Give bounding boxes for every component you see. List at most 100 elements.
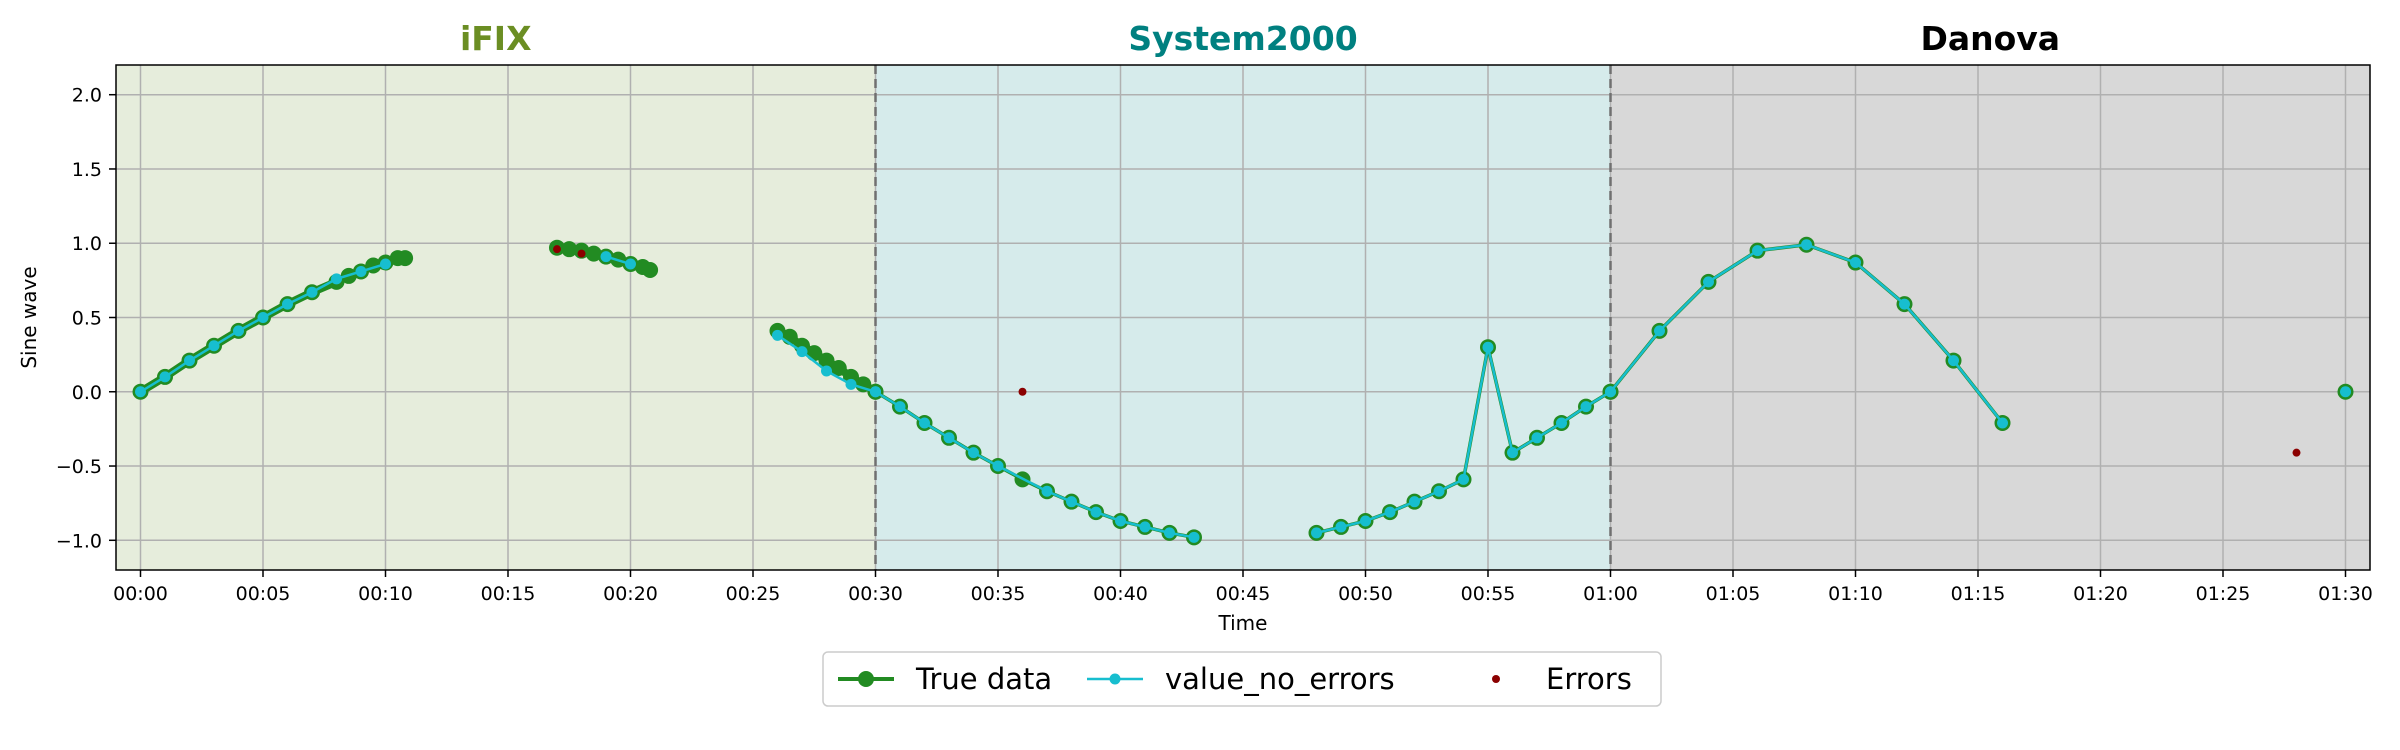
legend-label: Errors bbox=[1546, 662, 1632, 696]
y-tick-label: 2.0 bbox=[72, 85, 102, 107]
value-no-errors-point bbox=[845, 378, 857, 390]
value-no-errors-point bbox=[380, 258, 391, 270]
legend: True data value_no_errors Errors bbox=[822, 651, 1662, 707]
value-no-errors-point bbox=[1188, 531, 1200, 543]
value-no-errors-point bbox=[208, 340, 220, 352]
legend-box bbox=[822, 651, 1662, 707]
x-tick-label: 00:10 bbox=[358, 583, 413, 605]
x-tick-label: 00:20 bbox=[603, 583, 658, 605]
y-tick-label: −0.5 bbox=[56, 456, 102, 478]
value-no-errors-point bbox=[159, 371, 171, 383]
value-no-errors-point bbox=[1360, 515, 1371, 527]
x-tick-label: 00:30 bbox=[848, 583, 903, 605]
value-no-errors-point bbox=[894, 401, 906, 413]
x-tick-label: 01:30 bbox=[2318, 583, 2373, 605]
y-tick-label: 1.0 bbox=[72, 233, 102, 255]
x-tick-label: 01:20 bbox=[2073, 583, 2128, 605]
true-data-point bbox=[397, 250, 414, 267]
value-no-errors-point bbox=[772, 329, 783, 341]
legend-label: value_no_errors bbox=[1165, 662, 1395, 696]
value-no-errors-point bbox=[870, 386, 881, 398]
region-title-danova: Danova bbox=[1920, 19, 2060, 58]
value-no-errors-point bbox=[1850, 257, 1861, 269]
value-no-errors-point bbox=[306, 286, 318, 298]
region-dividers bbox=[874, 65, 1612, 570]
x-axis: 00:00 00:05 00:10 00:15 00:20 00:25 00:30 00:35… bbox=[113, 570, 2373, 605]
value-no-errors-point bbox=[1948, 355, 1959, 367]
value-no-errors-point bbox=[331, 273, 342, 285]
value-no-errors-point bbox=[943, 432, 955, 444]
error-point bbox=[1018, 387, 1027, 396]
value-no-errors-point bbox=[233, 325, 244, 337]
value-no-errors-point bbox=[1997, 417, 2008, 429]
value-no-errors-point bbox=[355, 265, 367, 277]
value-no-errors-point bbox=[1605, 386, 1616, 398]
value-no-errors-point bbox=[1041, 485, 1053, 497]
value-no-errors-point bbox=[1311, 527, 1322, 539]
x-tick-label: 01:05 bbox=[1706, 583, 1761, 605]
value-no-errors-point bbox=[184, 355, 195, 367]
value-no-errors-point bbox=[1531, 432, 1543, 444]
value-no-errors-point bbox=[1139, 521, 1151, 533]
value-no-errors-point bbox=[282, 298, 293, 310]
error-point bbox=[2292, 448, 2301, 457]
x-tick-label: 00:25 bbox=[726, 583, 781, 605]
x-tick-label: 00:55 bbox=[1461, 583, 1516, 605]
value-no-errors-point bbox=[821, 365, 832, 377]
y-tick-label: 0.0 bbox=[72, 382, 102, 404]
value-no-errors-point bbox=[796, 346, 808, 358]
true-data-point bbox=[818, 352, 835, 369]
x-tick-label: 01:25 bbox=[2196, 583, 2251, 605]
value-no-errors-point bbox=[1335, 521, 1347, 533]
error-point bbox=[577, 249, 586, 258]
x-tick-label: 00:50 bbox=[1338, 583, 1393, 605]
x-tick-label: 01:00 bbox=[1583, 583, 1638, 605]
x-tick-label: 00:35 bbox=[971, 583, 1026, 605]
x-tick-label: 00:45 bbox=[1216, 583, 1271, 605]
legend-item-value-no-errors: value_no_errors bbox=[1087, 662, 1395, 696]
value-no-errors-point bbox=[1433, 485, 1445, 497]
region-title-ifix: iFIX bbox=[460, 19, 532, 58]
grid bbox=[116, 65, 2370, 570]
value-no-errors-point bbox=[1090, 506, 1102, 518]
value-no-errors-point bbox=[625, 258, 636, 270]
true-data-point bbox=[830, 360, 847, 376]
value-no-errors-point bbox=[1164, 527, 1175, 539]
value-no-errors-point bbox=[1899, 298, 1910, 310]
y-axis: 2.0 1.5 1.0 0.5 0.0 −0.5 −1.0 bbox=[56, 85, 116, 552]
true-data-point bbox=[561, 241, 578, 258]
value-no-errors-point bbox=[2340, 386, 2351, 398]
y-tick-label: 0.5 bbox=[72, 308, 102, 330]
value-no-errors-point bbox=[1556, 417, 1567, 429]
value-no-errors-point bbox=[1507, 447, 1518, 459]
value-no-errors-point bbox=[1458, 473, 1469, 485]
value-no-errors-point bbox=[600, 251, 612, 263]
value-no-errors-point bbox=[1482, 341, 1494, 353]
legend-item-true-data: True data bbox=[838, 662, 1052, 696]
true-data-point bbox=[585, 245, 602, 262]
data-series bbox=[132, 236, 2354, 546]
value-no-errors-point bbox=[919, 417, 930, 429]
region-titles: iFIX System2000 Danova bbox=[460, 19, 2060, 58]
y-tick-label: −1.0 bbox=[56, 530, 102, 552]
legend-item-errors: Errors bbox=[1492, 662, 1632, 696]
legend-swatch-marker bbox=[1109, 673, 1121, 685]
error-point bbox=[553, 245, 561, 254]
region-title-system2000: System2000 bbox=[1128, 19, 1357, 58]
value-no-errors-point bbox=[1384, 506, 1396, 518]
legend-swatch-marker bbox=[1492, 675, 1500, 683]
x-tick-label: 00:05 bbox=[236, 583, 291, 605]
value-no-errors-point bbox=[135, 386, 146, 398]
x-tick-label: 00:40 bbox=[1093, 583, 1148, 605]
legend-swatch-marker bbox=[858, 671, 874, 687]
value-no-errors-point bbox=[1801, 239, 1812, 251]
true-data-point bbox=[642, 261, 659, 278]
legend-label: True data bbox=[915, 662, 1052, 696]
x-tick-label: 00:15 bbox=[481, 583, 536, 605]
x-tick-label: 00:00 bbox=[113, 583, 168, 605]
value-no-errors-point bbox=[968, 447, 979, 459]
y-tick-label: 1.5 bbox=[72, 159, 102, 181]
x-axis-label: Time bbox=[1218, 611, 1268, 635]
value-no-errors-point bbox=[1066, 496, 1077, 508]
